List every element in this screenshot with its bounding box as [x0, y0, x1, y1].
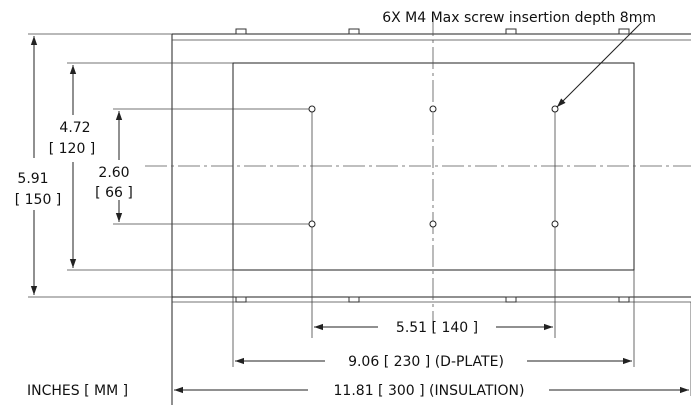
- dim-height-inner-inches: 2.60: [98, 165, 129, 181]
- units-label: INCHES [ MM ]: [27, 383, 128, 399]
- screw-hole: [429, 105, 437, 113]
- screw-hole: [429, 220, 437, 228]
- dim-height-middle-inches: 4.72: [59, 120, 90, 136]
- d-plate-outline: [232, 62, 635, 271]
- dim-width-insulation: 11.81 [ 300 ] (INSULATION): [334, 383, 525, 399]
- mounting-tabs: [235, 28, 630, 303]
- screw-hole: [308, 220, 316, 228]
- dim-height-outer-mm: [ 150 ]: [15, 192, 62, 208]
- hole-callout: 6X M4 Max screw insertion depth 8mm: [382, 10, 656, 26]
- callout-leader: [556, 21, 643, 108]
- screw-holes: [308, 105, 559, 228]
- screw-hole: [551, 220, 559, 228]
- dim-width-holes: 5.51 [ 140 ]: [396, 320, 478, 336]
- dim-height-inner-mm: [ 66 ]: [95, 185, 133, 201]
- screw-hole: [308, 105, 316, 113]
- center-lines: [145, 14, 691, 330]
- dim-width-dplate: 9.06 [ 230 ] (D-PLATE): [348, 354, 504, 370]
- insulation-outline: [171, 33, 691, 405]
- dim-height-outer-inches: 5.91: [17, 171, 48, 187]
- screw-hole: [551, 105, 559, 113]
- extension-lines: [28, 33, 691, 396]
- dim-height-middle-mm: [ 120 ]: [49, 141, 96, 157]
